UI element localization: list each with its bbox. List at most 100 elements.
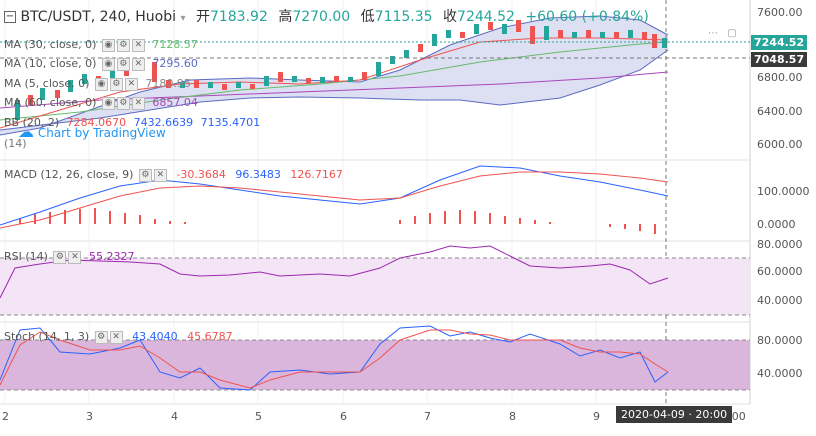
stoch-tick: 80.0000	[757, 334, 803, 347]
bb-value-2: 7432.6639	[133, 116, 194, 129]
macd-signal-line	[0, 171, 669, 229]
macd-tick: 100.0000	[757, 185, 810, 198]
macd-hist-value: -30.3684	[176, 168, 226, 181]
low-value: 7115.35	[374, 9, 433, 25]
macd-tick: 0.0000	[757, 218, 796, 231]
rsi-tick: 40.0000	[757, 294, 803, 307]
ma60-label: MA (60, close, 0)	[4, 96, 97, 109]
close-icon[interactable]: ✕	[131, 57, 145, 71]
close-label: 收	[443, 9, 458, 25]
ma60-value: 6857.04	[152, 96, 198, 109]
ma60-line	[0, 71, 669, 109]
legend-macd[interactable]: MACD (12, 26, close, 9) ⚙ ✕ -30.3684 96.3…	[4, 168, 343, 182]
legend-extra[interactable]: (14)	[4, 137, 27, 150]
price-tick: 6400.00	[757, 105, 803, 118]
maximize-icon[interactable]: ▢	[727, 28, 737, 39]
stoch-k-value: 43.4040	[132, 330, 178, 343]
gear-icon[interactable]: ⚙	[138, 168, 152, 182]
ma10-line	[0, 37, 669, 129]
stoch-d-value: 45.6787	[187, 330, 233, 343]
close-icon[interactable]: ✕	[109, 330, 123, 344]
rsi-tick: 60.0000	[757, 265, 803, 278]
open-label: 开	[195, 9, 210, 25]
last-price-tag: 7244.52	[751, 35, 808, 50]
close-icon[interactable]: ✕	[131, 38, 145, 52]
tradingview-watermark: ☁ Chart by TradingView	[18, 122, 166, 141]
chart-header: − BTC/USDT, 240, Huobi ▾ 开7183.92 高7270.…	[4, 6, 649, 26]
macd-label: MACD (12, 26, close, 9)	[4, 168, 134, 181]
pane-controls: ⋯ ▢	[708, 28, 737, 39]
gear-icon[interactable]: ⚙	[116, 96, 130, 110]
rsi-line	[0, 245, 669, 299]
close-icon[interactable]: ✕	[124, 77, 138, 91]
low-label: 低	[360, 9, 375, 25]
close-icon[interactable]: ✕	[153, 168, 167, 182]
gear-icon[interactable]: ⚙	[109, 77, 123, 91]
price-tick: 7600.00	[757, 6, 803, 19]
ma30-value: 7128.57	[152, 38, 198, 51]
high-label: 高	[278, 9, 293, 25]
time-tick: 5	[255, 410, 262, 423]
stoch-tick: 40.0000	[757, 367, 803, 380]
stoch-d-line	[0, 329, 669, 389]
eye-icon[interactable]: ◉	[101, 38, 115, 52]
close-icon[interactable]: ✕	[131, 96, 145, 110]
rsi-value: 55.2327	[88, 250, 135, 263]
ma30-label: MA (30, close, 0)	[4, 38, 97, 51]
price-tick: 6000.00	[757, 138, 803, 151]
time-tick: 9	[593, 410, 600, 423]
time-tick: 6	[340, 410, 347, 423]
open-value: 7183.92	[209, 9, 268, 25]
time-tick: 4	[171, 410, 178, 423]
legend-ma30[interactable]: MA (30, close, 0) ◉ ⚙ ✕ 7128.57	[4, 38, 198, 52]
watermark-text: Chart by TradingView	[37, 126, 166, 140]
legend-ma60[interactable]: MA (60, close, 0) ◉ ⚙ ✕ 6857.04	[4, 96, 198, 110]
symbol-label[interactable]: BTC/USDT, 240, Huobi	[20, 9, 177, 25]
bb-label: BB (20, 2)	[4, 116, 60, 129]
eye-icon[interactable]: ◉	[101, 96, 115, 110]
legend-ma5[interactable]: MA (5, close, 0) ◉ ⚙ ✕ 7180.95	[4, 77, 191, 91]
price-tick: 6800.00	[757, 71, 803, 84]
bollinger-band	[0, 16, 668, 135]
ma5-label: MA (5, close, 0)	[4, 77, 90, 90]
chevron-down-icon[interactable]: ▾	[180, 13, 186, 24]
time-tick: 2	[2, 410, 9, 423]
gear-icon[interactable]: ⚙	[94, 330, 108, 344]
close-icon[interactable]: ✕	[68, 250, 82, 264]
stoch-band	[0, 340, 750, 390]
crosshair-price-tag: 7048.57	[751, 52, 808, 67]
minus-square-icon[interactable]: −	[4, 11, 16, 23]
legend-rsi[interactable]: RSI (14) ⚙ ✕ 55.2327	[4, 250, 134, 264]
macd-line	[0, 165, 669, 226]
time-tick: 8	[509, 410, 516, 423]
legend-bb[interactable]: BB (20, 2) 7284.0670 7432.6639 7135.4701	[4, 116, 260, 129]
eye-icon[interactable]: ◉	[94, 77, 108, 91]
eye-icon[interactable]: ◉	[101, 57, 115, 71]
close-value: 7244.52	[457, 9, 515, 25]
gear-icon[interactable]: ⚙	[116, 57, 130, 71]
macd-signal-value: 126.7167	[290, 168, 343, 181]
bb-value-1: 7284.0670	[66, 116, 127, 129]
cloud-icon: ☁	[18, 122, 34, 141]
gear-icon[interactable]: ⚙	[116, 38, 130, 52]
legend-ma10[interactable]: MA (10, close, 0) ◉ ⚙ ✕ 7295.60	[4, 57, 198, 71]
macd-histogram	[19, 208, 656, 234]
rsi-label: RSI (14)	[4, 250, 48, 263]
time-tick: 7	[424, 410, 431, 423]
gear-icon[interactable]: ⚙	[53, 250, 67, 264]
legend-stoch[interactable]: Stoch (14, 1, 3) ⚙ ✕ 43.4040 45.6787	[4, 330, 233, 344]
change-value: +60.60 (+0.84%)	[525, 9, 649, 25]
time-tick: 3	[86, 410, 93, 423]
macd-value: 96.3483	[235, 168, 281, 181]
ma5-value: 7180.95	[145, 77, 191, 90]
high-value: 7270.00	[292, 9, 351, 25]
extra-indicator-label: (14)	[4, 137, 27, 150]
stoch-label: Stoch (14, 1, 3)	[4, 330, 90, 343]
rsi-band	[0, 258, 750, 315]
rsi-tick: 80.0000	[757, 238, 803, 251]
ma10-value: 7295.60	[152, 57, 198, 70]
more-icon[interactable]: ⋯	[708, 28, 718, 39]
ma10-label: MA (10, close, 0)	[4, 57, 97, 70]
crosshair-date-tag: 2020-04-09 · 20:00	[616, 406, 733, 423]
